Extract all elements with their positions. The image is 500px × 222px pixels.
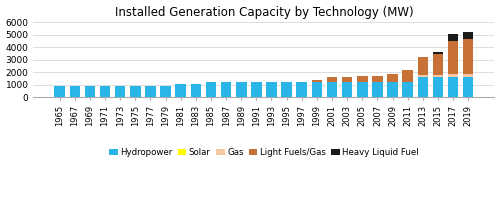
Bar — [115, 86, 126, 97]
Bar — [448, 74, 458, 77]
Bar — [418, 75, 428, 77]
Bar — [326, 82, 338, 97]
Bar — [130, 86, 140, 97]
Bar — [357, 76, 368, 82]
Bar — [357, 82, 368, 97]
Bar — [432, 75, 443, 77]
Bar — [100, 86, 110, 97]
Title: Installed Generation Capacity by Technology (MW): Installed Generation Capacity by Technol… — [114, 6, 413, 19]
Bar — [372, 82, 382, 97]
Bar — [448, 41, 458, 74]
Bar — [145, 86, 156, 97]
Bar — [402, 82, 413, 97]
Bar — [312, 80, 322, 82]
Bar — [432, 52, 443, 54]
Bar — [160, 86, 171, 97]
Bar — [448, 77, 458, 97]
Bar — [432, 77, 443, 97]
Bar — [326, 77, 338, 82]
Bar — [176, 84, 186, 97]
Bar — [312, 82, 322, 97]
Bar — [221, 82, 232, 97]
Bar — [236, 82, 246, 97]
Bar — [463, 32, 473, 39]
Bar — [463, 39, 473, 74]
Bar — [70, 86, 80, 97]
Bar — [463, 74, 473, 77]
Bar — [448, 34, 458, 41]
Bar — [402, 70, 413, 82]
Bar — [54, 86, 65, 97]
Bar — [206, 82, 216, 97]
Bar — [251, 82, 262, 97]
Bar — [342, 82, 352, 97]
Bar — [190, 84, 201, 97]
Bar — [387, 74, 398, 82]
Bar — [342, 77, 352, 82]
Bar — [282, 82, 292, 97]
Bar — [463, 77, 473, 97]
Bar — [418, 77, 428, 97]
Bar — [296, 82, 307, 97]
Bar — [372, 76, 382, 82]
Bar — [387, 82, 398, 97]
Legend: Hydropower, Solar, Gas, Light Fuels/Gas, Heavy Liquid Fuel: Hydropower, Solar, Gas, Light Fuels/Gas,… — [106, 145, 422, 161]
Bar — [418, 57, 428, 75]
Bar — [84, 86, 95, 97]
Bar — [266, 82, 277, 97]
Bar — [432, 54, 443, 75]
